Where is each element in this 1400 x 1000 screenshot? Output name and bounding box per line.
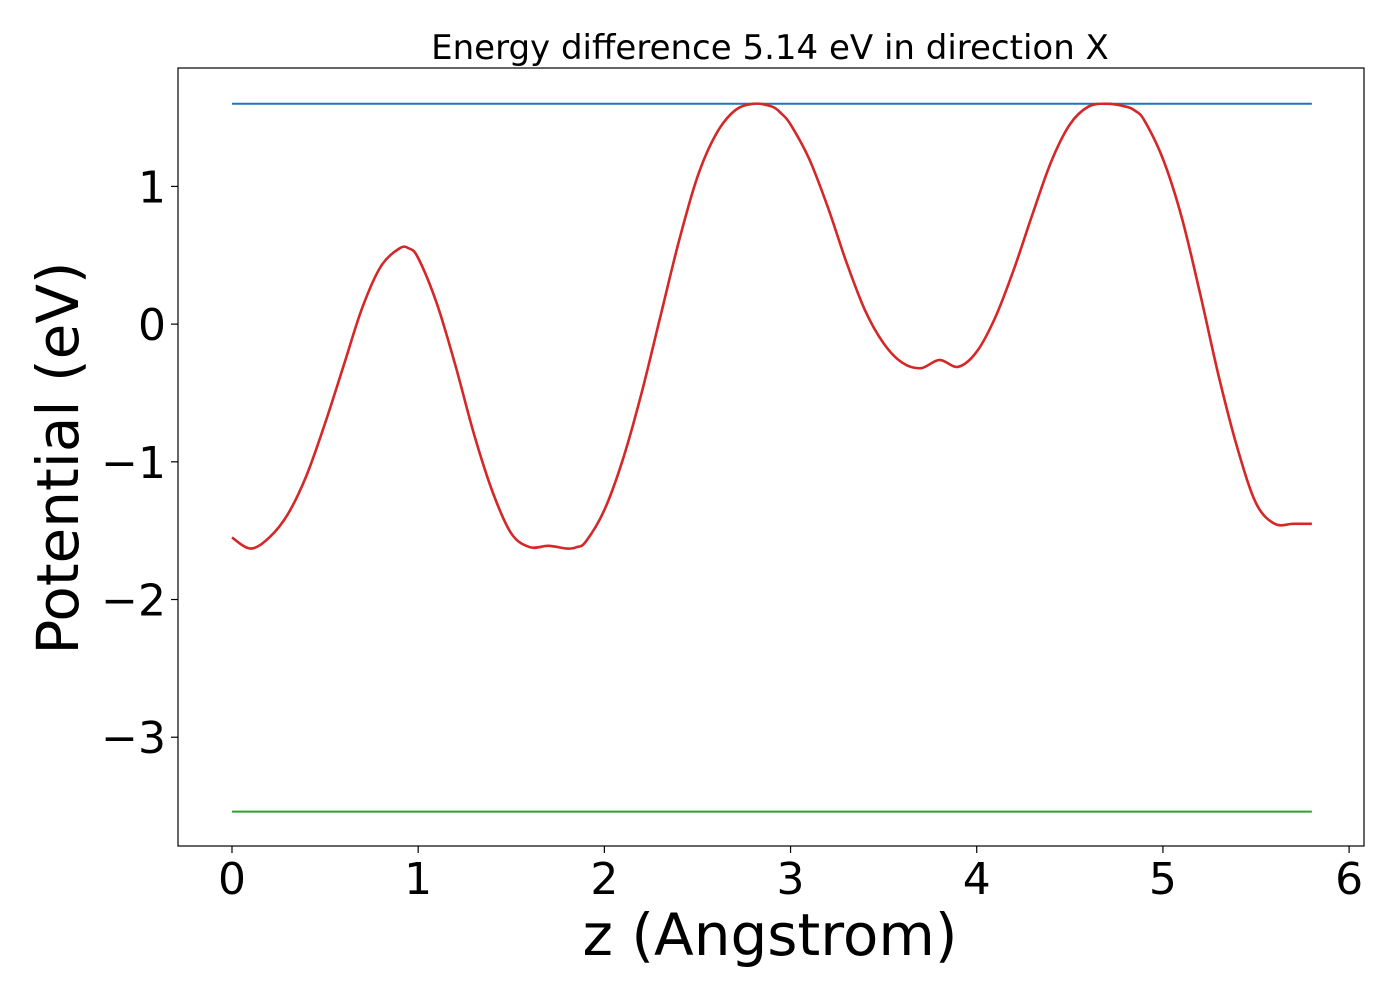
y-tick-label: −1 xyxy=(101,438,166,489)
x-tick-label: 1 xyxy=(404,854,432,905)
x-tick-label: 5 xyxy=(1149,854,1177,905)
potential-curve xyxy=(231,102,1312,550)
x-axis-title: z (Angstrom) xyxy=(583,901,958,969)
x-tick-label: 6 xyxy=(1335,854,1363,905)
y-tick-label: −3 xyxy=(101,713,166,764)
y-tick-label: −2 xyxy=(101,576,166,627)
y-tick-label: 0 xyxy=(138,300,166,351)
x-tick-label: 4 xyxy=(963,854,991,905)
y-axis-title: Potential (eV) xyxy=(24,261,92,654)
plot-frame xyxy=(177,67,1365,847)
x-tick-label: 0 xyxy=(218,854,246,905)
chart-title: Energy difference 5.14 eV in direction X xyxy=(431,28,1109,68)
plot-area: 0 1 2 3 4 5 6 −3 −2 −1 0 1 xyxy=(101,67,1365,905)
x-tick-label: 3 xyxy=(777,854,805,905)
y-tick-label: 1 xyxy=(138,162,166,213)
x-tick-label: 2 xyxy=(590,854,618,905)
